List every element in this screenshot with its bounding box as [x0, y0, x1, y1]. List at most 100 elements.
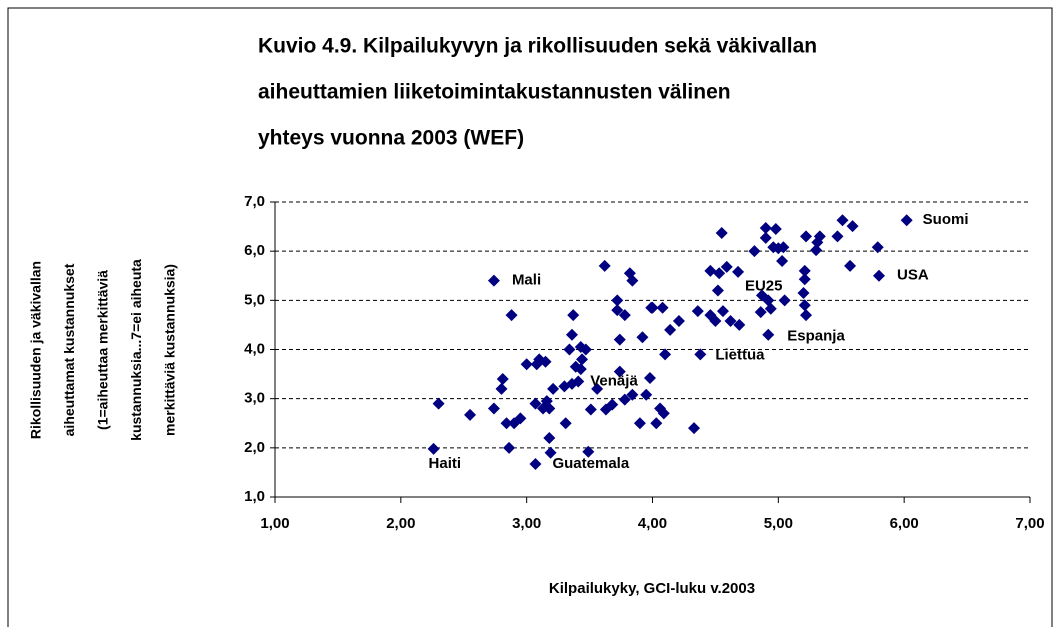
y-axis-label-line: (1=aiheuttaa merkittäviä [95, 270, 111, 430]
point [762, 328, 775, 341]
point [755, 289, 768, 302]
point [691, 305, 704, 318]
x-tick-label: 4,00 [638, 515, 667, 532]
point [563, 343, 576, 356]
point [724, 314, 737, 327]
point [776, 255, 789, 267]
point-label: Espanja [787, 328, 845, 345]
point [514, 412, 527, 425]
point [672, 314, 685, 327]
point [657, 407, 670, 420]
point [813, 230, 826, 243]
point [636, 331, 649, 344]
point [798, 273, 811, 286]
point [544, 446, 557, 459]
point [613, 333, 626, 346]
point [579, 343, 592, 356]
point [754, 306, 767, 319]
point [732, 265, 745, 278]
point [539, 355, 552, 368]
x-tick-label: 6,00 [890, 515, 919, 532]
point [500, 417, 513, 430]
y-axis-label-line: kustannuksia...7=ei aiheuta [128, 259, 144, 441]
x-tick-label: 3,00 [512, 515, 541, 532]
y-tick-label: 6,0 [244, 242, 265, 259]
point [656, 301, 669, 314]
point [831, 230, 844, 243]
y-tick-label: 4,0 [244, 340, 265, 357]
point [871, 241, 884, 254]
point [733, 318, 746, 331]
chart-title-line: aiheuttamien liiketoimintakustannusten v… [258, 81, 731, 104]
point [572, 375, 585, 388]
point-label: Haiti [429, 455, 462, 472]
point-label: Venäjä [590, 372, 638, 389]
frame [7, 7, 1053, 627]
point [606, 398, 619, 411]
point [432, 397, 445, 410]
x-tick-label: 1,00 [260, 515, 289, 532]
point [713, 267, 726, 280]
point [626, 274, 639, 287]
point [659, 348, 672, 361]
point [464, 408, 477, 421]
y-tick-label: 2,0 [244, 439, 265, 456]
y-axis-label-line: Rikollisuuden ja väkivallan [28, 261, 44, 439]
point [688, 422, 701, 435]
point [503, 441, 516, 454]
point [626, 388, 639, 401]
point [633, 417, 646, 430]
point [694, 348, 707, 361]
point [547, 382, 560, 395]
point [900, 214, 913, 227]
point [711, 284, 724, 297]
point [611, 304, 624, 317]
point [567, 309, 580, 322]
point [543, 402, 556, 415]
point [800, 230, 813, 243]
x-tick-label: 2,00 [386, 515, 415, 532]
point [613, 365, 626, 378]
point [664, 323, 677, 336]
point [769, 223, 782, 236]
point [797, 286, 810, 299]
point [618, 309, 631, 322]
point-label: USA [897, 267, 929, 284]
point [529, 458, 542, 471]
point [810, 244, 823, 257]
x-tick-label: 7,00 [1015, 515, 1044, 532]
point [427, 442, 440, 455]
point [646, 301, 659, 314]
point [800, 309, 813, 322]
point [777, 241, 790, 254]
point-label: EU25 [745, 277, 783, 294]
y-tick-label: 5,0 [244, 291, 265, 308]
point-label: Suomi [923, 211, 969, 228]
point [716, 305, 729, 318]
chart-title-line: yhteys vuonna 2003 (WEF) [258, 127, 524, 150]
point [618, 393, 631, 406]
point [836, 214, 849, 227]
y-tick-label: 7,0 [244, 193, 265, 210]
point [778, 294, 791, 307]
point [496, 373, 509, 385]
point [798, 264, 811, 277]
x-axis-label: Kilpailukyky, GCI-luku v.2003 [549, 580, 755, 597]
point [565, 328, 578, 341]
point [798, 299, 811, 312]
point [650, 417, 663, 430]
point [574, 363, 587, 376]
point [529, 397, 542, 410]
chart-title-line: Kuvio 4.9. Kilpailukyvyn ja rikollisuude… [258, 35, 817, 58]
x-tick-label: 5,00 [764, 515, 793, 532]
y-tick-label: 1,0 [244, 488, 265, 505]
point [873, 269, 885, 282]
point [520, 358, 533, 371]
point [759, 231, 772, 244]
point [715, 226, 728, 239]
point [720, 260, 733, 273]
point [764, 302, 777, 315]
point [846, 220, 859, 233]
point [584, 403, 597, 416]
